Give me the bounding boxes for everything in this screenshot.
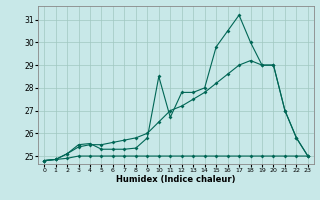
X-axis label: Humidex (Indice chaleur): Humidex (Indice chaleur) <box>116 175 236 184</box>
